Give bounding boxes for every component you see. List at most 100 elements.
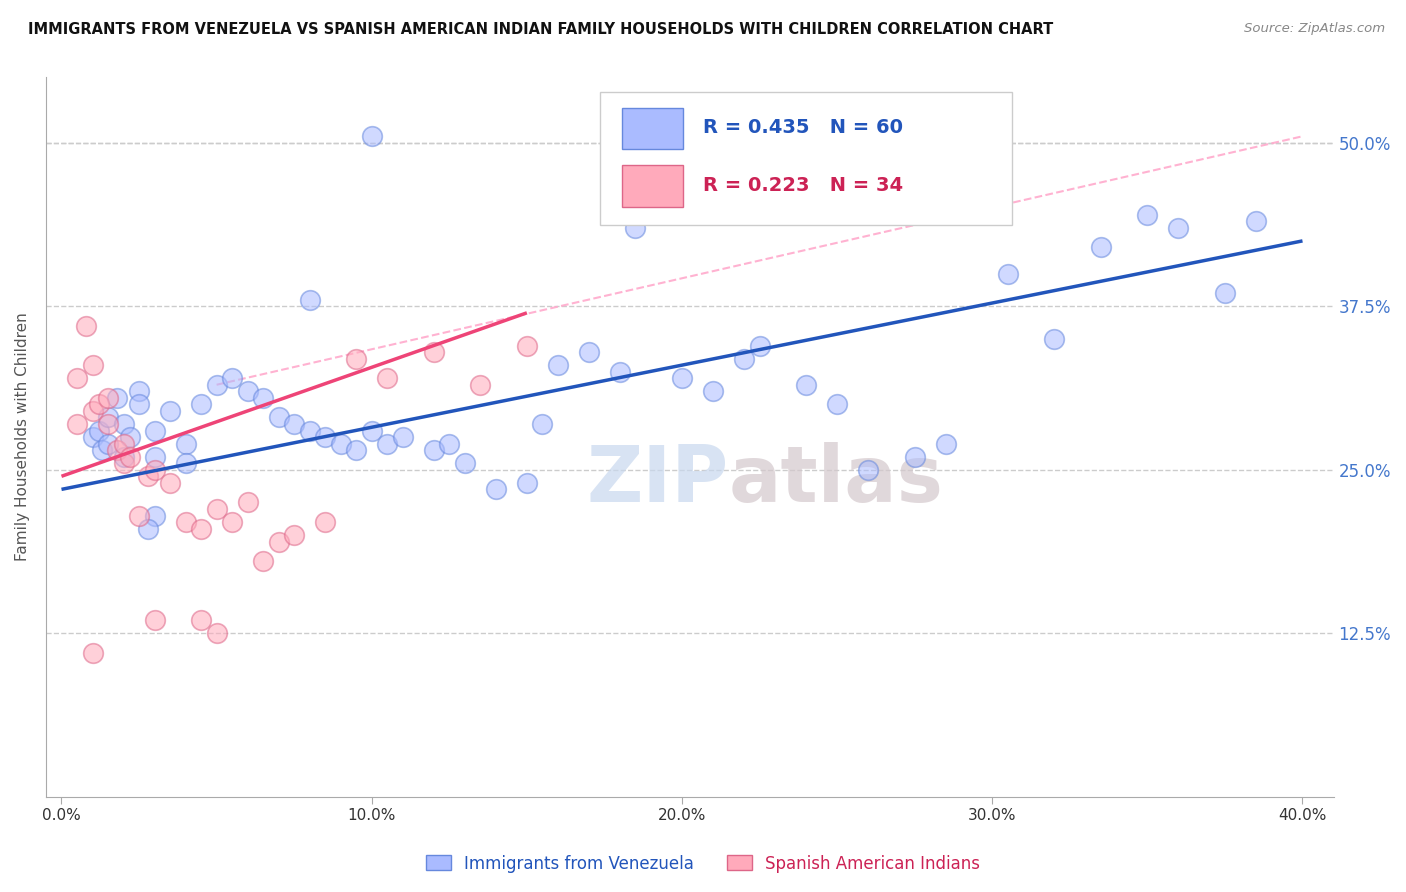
Point [1043,332,1066,346]
Point [112,450,135,464]
Point [138,469,160,483]
Point [97,410,120,425]
Point [391,430,413,444]
Point [624,220,647,235]
Point [344,443,367,458]
Point [1213,286,1236,301]
Point [454,456,477,470]
FancyBboxPatch shape [599,92,1012,225]
Point [578,345,600,359]
Point [439,436,461,450]
Point [609,365,631,379]
Point [671,371,693,385]
Point [1244,214,1267,228]
Point [360,424,382,438]
Point [87,424,110,438]
Point [794,377,817,392]
Text: IMMIGRANTS FROM VENEZUELA VS SPANISH AMERICAN INDIAN FAMILY HOUSEHOLDS WITH CHIL: IMMIGRANTS FROM VENEZUELA VS SPANISH AME… [28,22,1053,37]
Point [97,417,120,431]
Point [112,417,135,431]
Point [935,436,957,450]
Point [298,293,321,307]
Text: atlas: atlas [728,442,943,518]
Text: R = 0.435   N = 60: R = 0.435 N = 60 [703,119,903,137]
Point [423,443,446,458]
Point [143,450,166,464]
Point [128,384,150,399]
Point [252,554,274,568]
Point [143,424,166,438]
Point [118,450,141,464]
Point [314,515,336,529]
Point [485,483,508,497]
Point [190,613,212,627]
Point [174,515,197,529]
Point [143,613,166,627]
Point [375,371,398,385]
Point [733,351,755,366]
Point [344,351,367,366]
Point [856,463,879,477]
Point [66,417,89,431]
Point [283,528,305,542]
Point [547,358,569,372]
Point [329,436,352,450]
Point [190,397,212,411]
Point [531,417,554,431]
Point [470,377,492,392]
Point [516,475,538,490]
Point [138,522,160,536]
FancyBboxPatch shape [621,108,683,149]
Text: R = 0.223   N = 34: R = 0.223 N = 34 [703,176,903,194]
Point [97,436,120,450]
Point [128,508,150,523]
Point [205,626,228,640]
Text: ZIP: ZIP [586,442,728,518]
Point [112,436,135,450]
Point [66,371,89,385]
Point [314,430,336,444]
Y-axis label: Family Households with Children: Family Households with Children [15,313,30,561]
Point [174,456,197,470]
Point [143,508,166,523]
Point [82,358,104,372]
Point [87,397,110,411]
Point [236,384,259,399]
Point [997,267,1019,281]
Point [82,404,104,418]
Point [267,534,290,549]
Point [267,410,290,425]
Point [190,522,212,536]
Point [97,391,120,405]
Point [221,515,243,529]
Point [82,646,104,660]
Point [105,443,128,458]
Point [748,338,770,352]
FancyBboxPatch shape [621,165,683,207]
Point [128,397,150,411]
Point [904,450,927,464]
Point [252,391,274,405]
Point [236,495,259,509]
Point [1167,220,1189,235]
Point [825,397,848,411]
Text: Source: ZipAtlas.com: Source: ZipAtlas.com [1244,22,1385,36]
Point [360,129,382,144]
Point [112,456,135,470]
Point [1090,240,1112,254]
Point [375,436,398,450]
Point [1136,208,1159,222]
Point [205,377,228,392]
Point [143,463,166,477]
Point [75,318,97,333]
Point [90,443,112,458]
Point [516,338,538,352]
Point [205,502,228,516]
Point [159,404,181,418]
Point [159,475,181,490]
Point [118,430,141,444]
Point [221,371,243,385]
Point [298,424,321,438]
Point [702,384,724,399]
Point [174,436,197,450]
